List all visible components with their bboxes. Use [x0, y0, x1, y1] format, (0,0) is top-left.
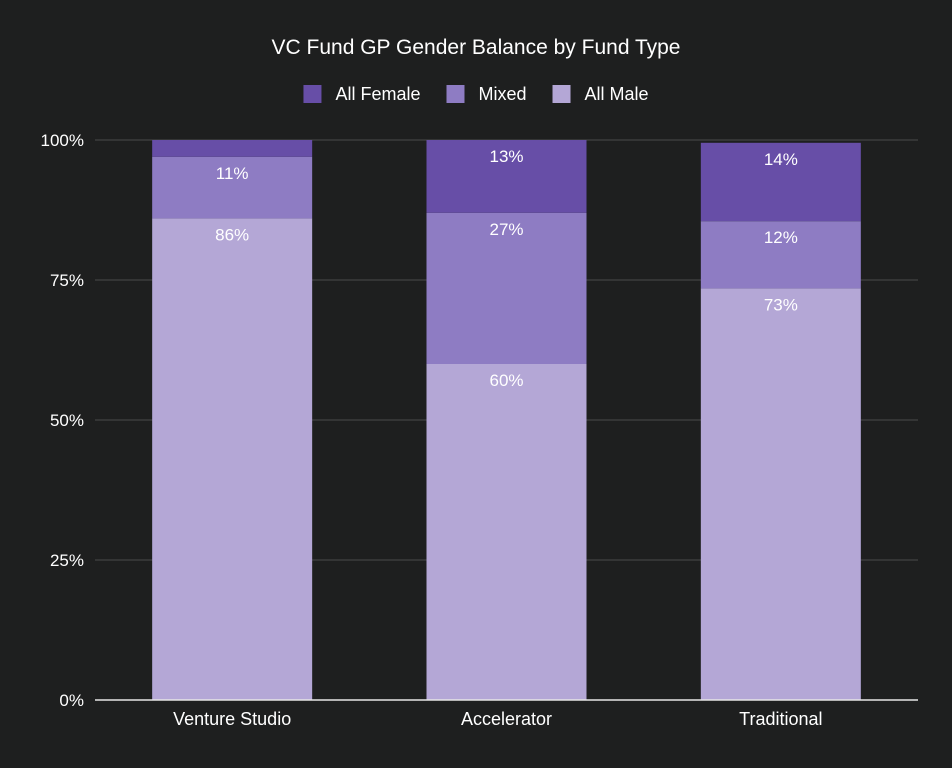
x-tick-label: Traditional: [739, 709, 822, 729]
bar-all-female: [426, 140, 587, 213]
legend-label: Mixed: [478, 84, 526, 104]
chart-title: VC Fund GP Gender Balance by Fund Type: [272, 36, 681, 59]
legend-item-all-male: All Male: [552, 84, 649, 104]
bar-all-male: [152, 218, 313, 700]
legend-item-mixed: Mixed: [446, 84, 527, 104]
bar-all-male: [426, 364, 587, 700]
data-labels: 86% 11% 60% 27% 13% 73% 12% 14%: [215, 147, 798, 390]
x-axis-ticks: Venture Studio Accelerator Traditional: [173, 709, 822, 729]
y-tick-label: 25%: [50, 551, 84, 570]
bar-all-female: [152, 140, 313, 157]
bars: [152, 140, 861, 700]
data-label: 27%: [489, 220, 523, 239]
legend: All Female Mixed All Male: [303, 84, 649, 104]
data-label: 13%: [489, 147, 523, 166]
x-tick-label: Accelerator: [461, 709, 552, 729]
legend-swatch: [552, 85, 571, 103]
legend-label: All Female: [335, 84, 420, 104]
data-label: 60%: [489, 371, 523, 390]
legend-label: All Male: [585, 84, 649, 104]
legend-swatch: [446, 85, 465, 103]
bar-all-female: [700, 142, 861, 222]
y-tick-label: 100%: [41, 131, 84, 150]
bar-all-male: [700, 288, 861, 700]
y-tick-label: 0%: [59, 691, 84, 710]
x-tick-label: Venture Studio: [173, 709, 291, 729]
legend-swatch: [303, 85, 322, 103]
y-axis-ticks: 0% 25% 50% 75% 100%: [41, 131, 84, 710]
data-label: 12%: [764, 228, 798, 247]
data-label: 73%: [764, 295, 798, 314]
bar-mixed: [700, 221, 861, 289]
bar-mixed: [152, 156, 313, 219]
data-label: 14%: [764, 150, 798, 169]
data-label: 11%: [216, 164, 249, 183]
bar-mixed: [426, 212, 587, 364]
y-tick-label: 50%: [50, 411, 84, 430]
legend-item-all-female: All Female: [303, 84, 420, 104]
data-label: 86%: [215, 225, 249, 244]
y-tick-label: 75%: [50, 271, 84, 290]
